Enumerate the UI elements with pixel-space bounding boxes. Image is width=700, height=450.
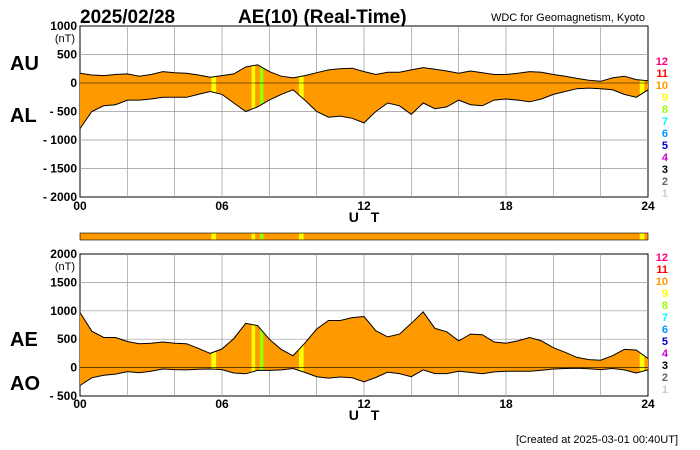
status-bar-segment [639, 233, 645, 240]
envelope-fill [80, 64, 648, 129]
legend-entry: 7 [662, 116, 668, 128]
series-line-ae [79, 311, 649, 361]
x-tick-label: 12 [357, 199, 371, 213]
legend-entry: 5 [662, 336, 668, 348]
y-tick-label: 2000 [50, 247, 77, 261]
y-tick-label: 1000 [50, 19, 77, 33]
created-timestamp: [Created at 2025-03-01 00:40UT] [516, 434, 678, 446]
date-title: 2025/02/28 [80, 7, 175, 28]
legend-entry: 3 [662, 360, 668, 372]
station-count-stripe [259, 311, 264, 386]
status-bar-segment [259, 233, 264, 240]
unit-label: (nT) [55, 261, 75, 273]
legend-entry: 1 [662, 188, 668, 200]
legend-entry: 11 [656, 264, 668, 276]
x-axis-label: U T [349, 407, 384, 423]
legend-entry: 12 [656, 56, 668, 68]
station-count-stripe [259, 64, 264, 129]
x-tick-label: 06 [215, 199, 229, 213]
envelope-fill [80, 311, 648, 386]
x-tick-label: 06 [215, 397, 229, 411]
y-tick-label: - 2000 [43, 190, 77, 204]
legend-entry: 3 [662, 164, 668, 176]
series-label-ae: AE [10, 329, 38, 351]
y-tick-label: 1500 [50, 275, 77, 289]
legend-entry: 12 [656, 252, 668, 264]
status-bar-base [79, 232, 649, 241]
legend-entry: 10 [656, 80, 668, 92]
legend-entry: 10 [656, 276, 668, 288]
x-tick-label: 24 [641, 397, 655, 411]
x-tick-label: 18 [499, 199, 513, 213]
series-label-au: AU [10, 53, 39, 75]
ae-ao-panel: 2000 1500 1000 500 0 - 500 (nT) AE AO 00 06 12 18 24 U… [10, 247, 655, 423]
legend-entry: 7 [662, 312, 668, 324]
y-tick-label: - 1500 [43, 162, 77, 176]
status-bar-segment [251, 233, 256, 240]
x-tick-label: 12 [357, 397, 371, 411]
y-tick-label: - 1000 [43, 133, 77, 147]
legend-entry: 6 [662, 324, 668, 336]
legend-entry: 5 [662, 140, 668, 152]
station-status-bar [79, 232, 649, 241]
y-tick-label: - 500 [50, 105, 78, 119]
au-al-panel: 1000 500 0 - 500 - 1000 - 1500 - 2000 (nT) AU AL 0… [10, 19, 655, 225]
x-tick-label: 18 [499, 397, 513, 411]
legend-entry: 4 [662, 152, 669, 164]
station-count-stripe [251, 311, 256, 386]
legend-entry: 8 [662, 300, 668, 312]
series-line-au [79, 64, 649, 82]
x-tick-label: 00 [73, 199, 87, 213]
x-tick-label: 24 [641, 199, 655, 213]
y-tick-label: 0 [70, 361, 77, 375]
status-bar-segment [211, 233, 217, 240]
legend-entry: 6 [662, 128, 668, 140]
x-tick-label: 00 [73, 397, 87, 411]
status-bar-segment [298, 233, 304, 240]
y-tick-label: - 500 [50, 389, 78, 403]
legend-entry: 2 [662, 372, 668, 384]
y-tick-label: 500 [57, 48, 77, 62]
legend-entry: 11 [656, 68, 668, 80]
legend-entry: 8 [662, 104, 668, 116]
series-label-al: AL [10, 105, 37, 127]
station-count-stripe [298, 311, 304, 386]
organization-label: WDC for Geomagnetism, Kyoto [491, 12, 645, 24]
series-line-ao [79, 367, 649, 386]
y-tick-label: 500 [57, 332, 77, 346]
y-tick-label: 1000 [50, 304, 77, 318]
legend-entry: 9 [662, 92, 668, 104]
y-tick-label: 0 [70, 76, 77, 90]
legend-entry: 1 [662, 384, 668, 396]
legend-entry: 9 [662, 288, 668, 300]
unit-label: (nT) [55, 33, 75, 45]
station-count-stripe [251, 64, 256, 129]
chart-title: AE(10) (Real-Time) [238, 7, 407, 28]
x-axis-label: U T [349, 209, 384, 225]
legend-entry: 4 [662, 348, 669, 360]
legend-entry: 2 [662, 176, 668, 188]
series-label-ao: AO [10, 373, 40, 395]
series-line-al [79, 87, 649, 129]
